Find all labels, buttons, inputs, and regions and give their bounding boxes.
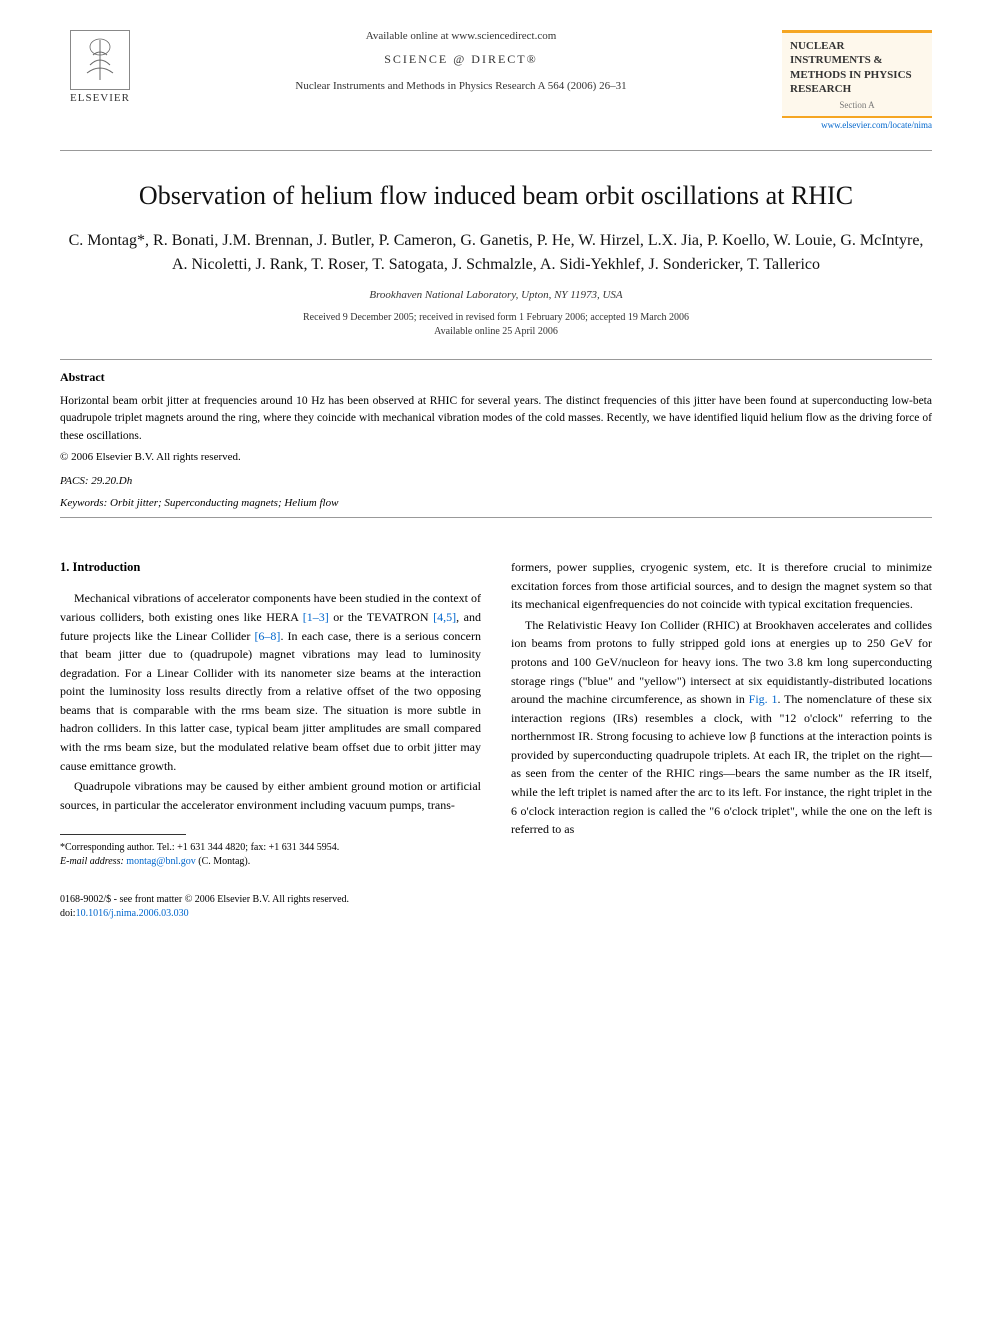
article-title: Observation of helium flow induced beam … [60,181,932,211]
para1-text-b: or the TEVATRON [329,610,433,624]
body-two-column: 1. Introduction Mechanical vibrations of… [60,558,932,870]
email-link[interactable]: montag@bnl.gov [126,856,195,867]
keywords-value: Orbit jitter; Superconducting magnets; H… [110,497,338,509]
pacs-line: PACS: 29.20.Dh [60,475,932,487]
right-column: formers, power supplies, cryogenic syste… [511,558,932,870]
footnote-divider [60,834,186,835]
paragraph-2: Quadrupole vibrations may be caused by e… [60,777,481,814]
footnote-block: *Corresponding author. Tel.: +1 631 344 … [60,841,481,869]
citation-link-1-3[interactable]: [1–3] [303,610,329,624]
publisher-logo: ELSEVIER [60,30,140,120]
email-label: E-mail address: [60,856,124,867]
page-footer: 0168-9002/$ - see front matter © 2006 El… [60,893,932,921]
pacs-value: 29.20.Dh [91,475,132,487]
elsevier-tree-icon [70,30,130,90]
journal-box: NUCLEAR INSTRUMENTS & METHODS IN PHYSICS… [782,30,932,118]
footer-left: 0168-9002/$ - see front matter © 2006 El… [60,893,349,921]
doi-line: doi:10.1016/j.nima.2006.03.030 [60,907,349,921]
doi-label: doi: [60,908,76,919]
abstract-heading: Abstract [60,370,932,385]
abstract-copyright: © 2006 Elsevier B.V. All rights reserved… [60,451,932,463]
pacs-label: PACS: [60,475,89,487]
received-date: Received 9 December 2005; received in re… [60,311,932,325]
para4-text-b: . The nomenclature of these six interact… [511,692,932,836]
section-1-heading: 1. Introduction [60,558,481,577]
paragraph-3: formers, power supplies, cryogenic syste… [511,558,932,614]
figure-1-link[interactable]: Fig. 1 [749,692,778,706]
page-header: ELSEVIER Available online at www.science… [60,30,932,130]
available-online-text: Available online at www.sciencedirect.co… [160,30,762,42]
affiliation: Brookhaven National Laboratory, Upton, N… [60,289,932,301]
journal-url-link[interactable]: www.elsevier.com/locate/nima [782,120,932,130]
paragraph-1: Mechanical vibrations of accelerator com… [60,589,481,775]
journal-box-section: Section A [790,100,924,110]
citation-link-6-8[interactable]: [6–8] [254,629,280,643]
journal-citation: Nuclear Instruments and Methods in Physi… [160,80,762,92]
elsevier-wordmark: ELSEVIER [70,92,130,104]
authors-list: C. Montag*, R. Bonati, J.M. Brennan, J. … [60,229,932,277]
doi-link[interactable]: 10.1016/j.nima.2006.03.030 [76,908,189,919]
abstract-bottom-divider [60,517,932,518]
email-line: E-mail address: montag@bnl.gov (C. Monta… [60,855,481,869]
available-date: Available online 25 April 2006 [60,325,932,339]
keywords-label: Keywords: [60,497,107,509]
keywords-line: Keywords: Orbit jitter; Superconducting … [60,497,932,509]
citation-link-4-5[interactable]: [4,5] [433,610,456,624]
article-dates: Received 9 December 2005; received in re… [60,311,932,339]
email-author-suffix: (C. Montag). [198,856,250,867]
abstract-text: Horizontal beam orbit jitter at frequenc… [60,393,932,445]
issn-line: 0168-9002/$ - see front matter © 2006 El… [60,893,349,907]
paragraph-4: The Relativistic Heavy Ion Collider (RHI… [511,616,932,839]
left-column: 1. Introduction Mechanical vibrations of… [60,558,481,870]
center-header: Available online at www.sciencedirect.co… [140,30,782,92]
journal-box-title: NUCLEAR INSTRUMENTS & METHODS IN PHYSICS… [790,39,924,96]
journal-box-container: NUCLEAR INSTRUMENTS & METHODS IN PHYSICS… [782,30,932,130]
science-direct-logo: SCIENCE @ DIRECT® [160,50,762,68]
sd-wordmark: SCIENCE @ DIRECT® [384,52,538,66]
corresponding-author: *Corresponding author. Tel.: +1 631 344 … [60,841,481,855]
abstract-top-divider [60,359,932,360]
header-divider [60,150,932,151]
para1-text-d: . In each case, there is a serious conce… [60,629,481,773]
